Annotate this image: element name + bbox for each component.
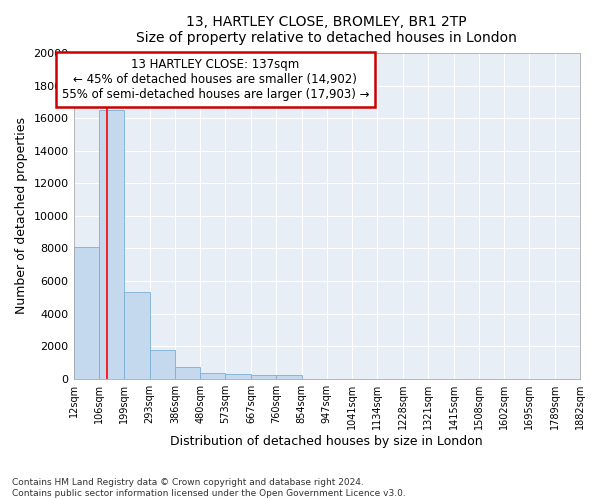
Bar (200, 373, 226, 378)
Bar (251, 376, 276, 378)
Text: Contains HM Land Registry data © Crown copyright and database right 2024.
Contai: Contains HM Land Registry data © Crown c… (12, 478, 406, 498)
Bar (74, 247, 99, 378)
Bar (226, 374, 251, 378)
Text: 13 HARTLEY CLOSE: 137sqm
← 45% of detached houses are smaller (14,902)
55% of se: 13 HARTLEY CLOSE: 137sqm ← 45% of detach… (62, 58, 369, 101)
X-axis label: Distribution of detached houses by size in London: Distribution of detached houses by size … (170, 434, 483, 448)
Y-axis label: Number of detached properties: Number of detached properties (15, 118, 28, 314)
Bar (276, 376, 302, 378)
Bar (99, 110, 124, 378)
Bar (124, 292, 149, 378)
Bar (149, 350, 175, 378)
Title: 13, HARTLEY CLOSE, BROMLEY, BR1 2TP
Size of property relative to detached houses: 13, HARTLEY CLOSE, BROMLEY, BR1 2TP Size… (136, 15, 517, 45)
Bar (175, 367, 200, 378)
